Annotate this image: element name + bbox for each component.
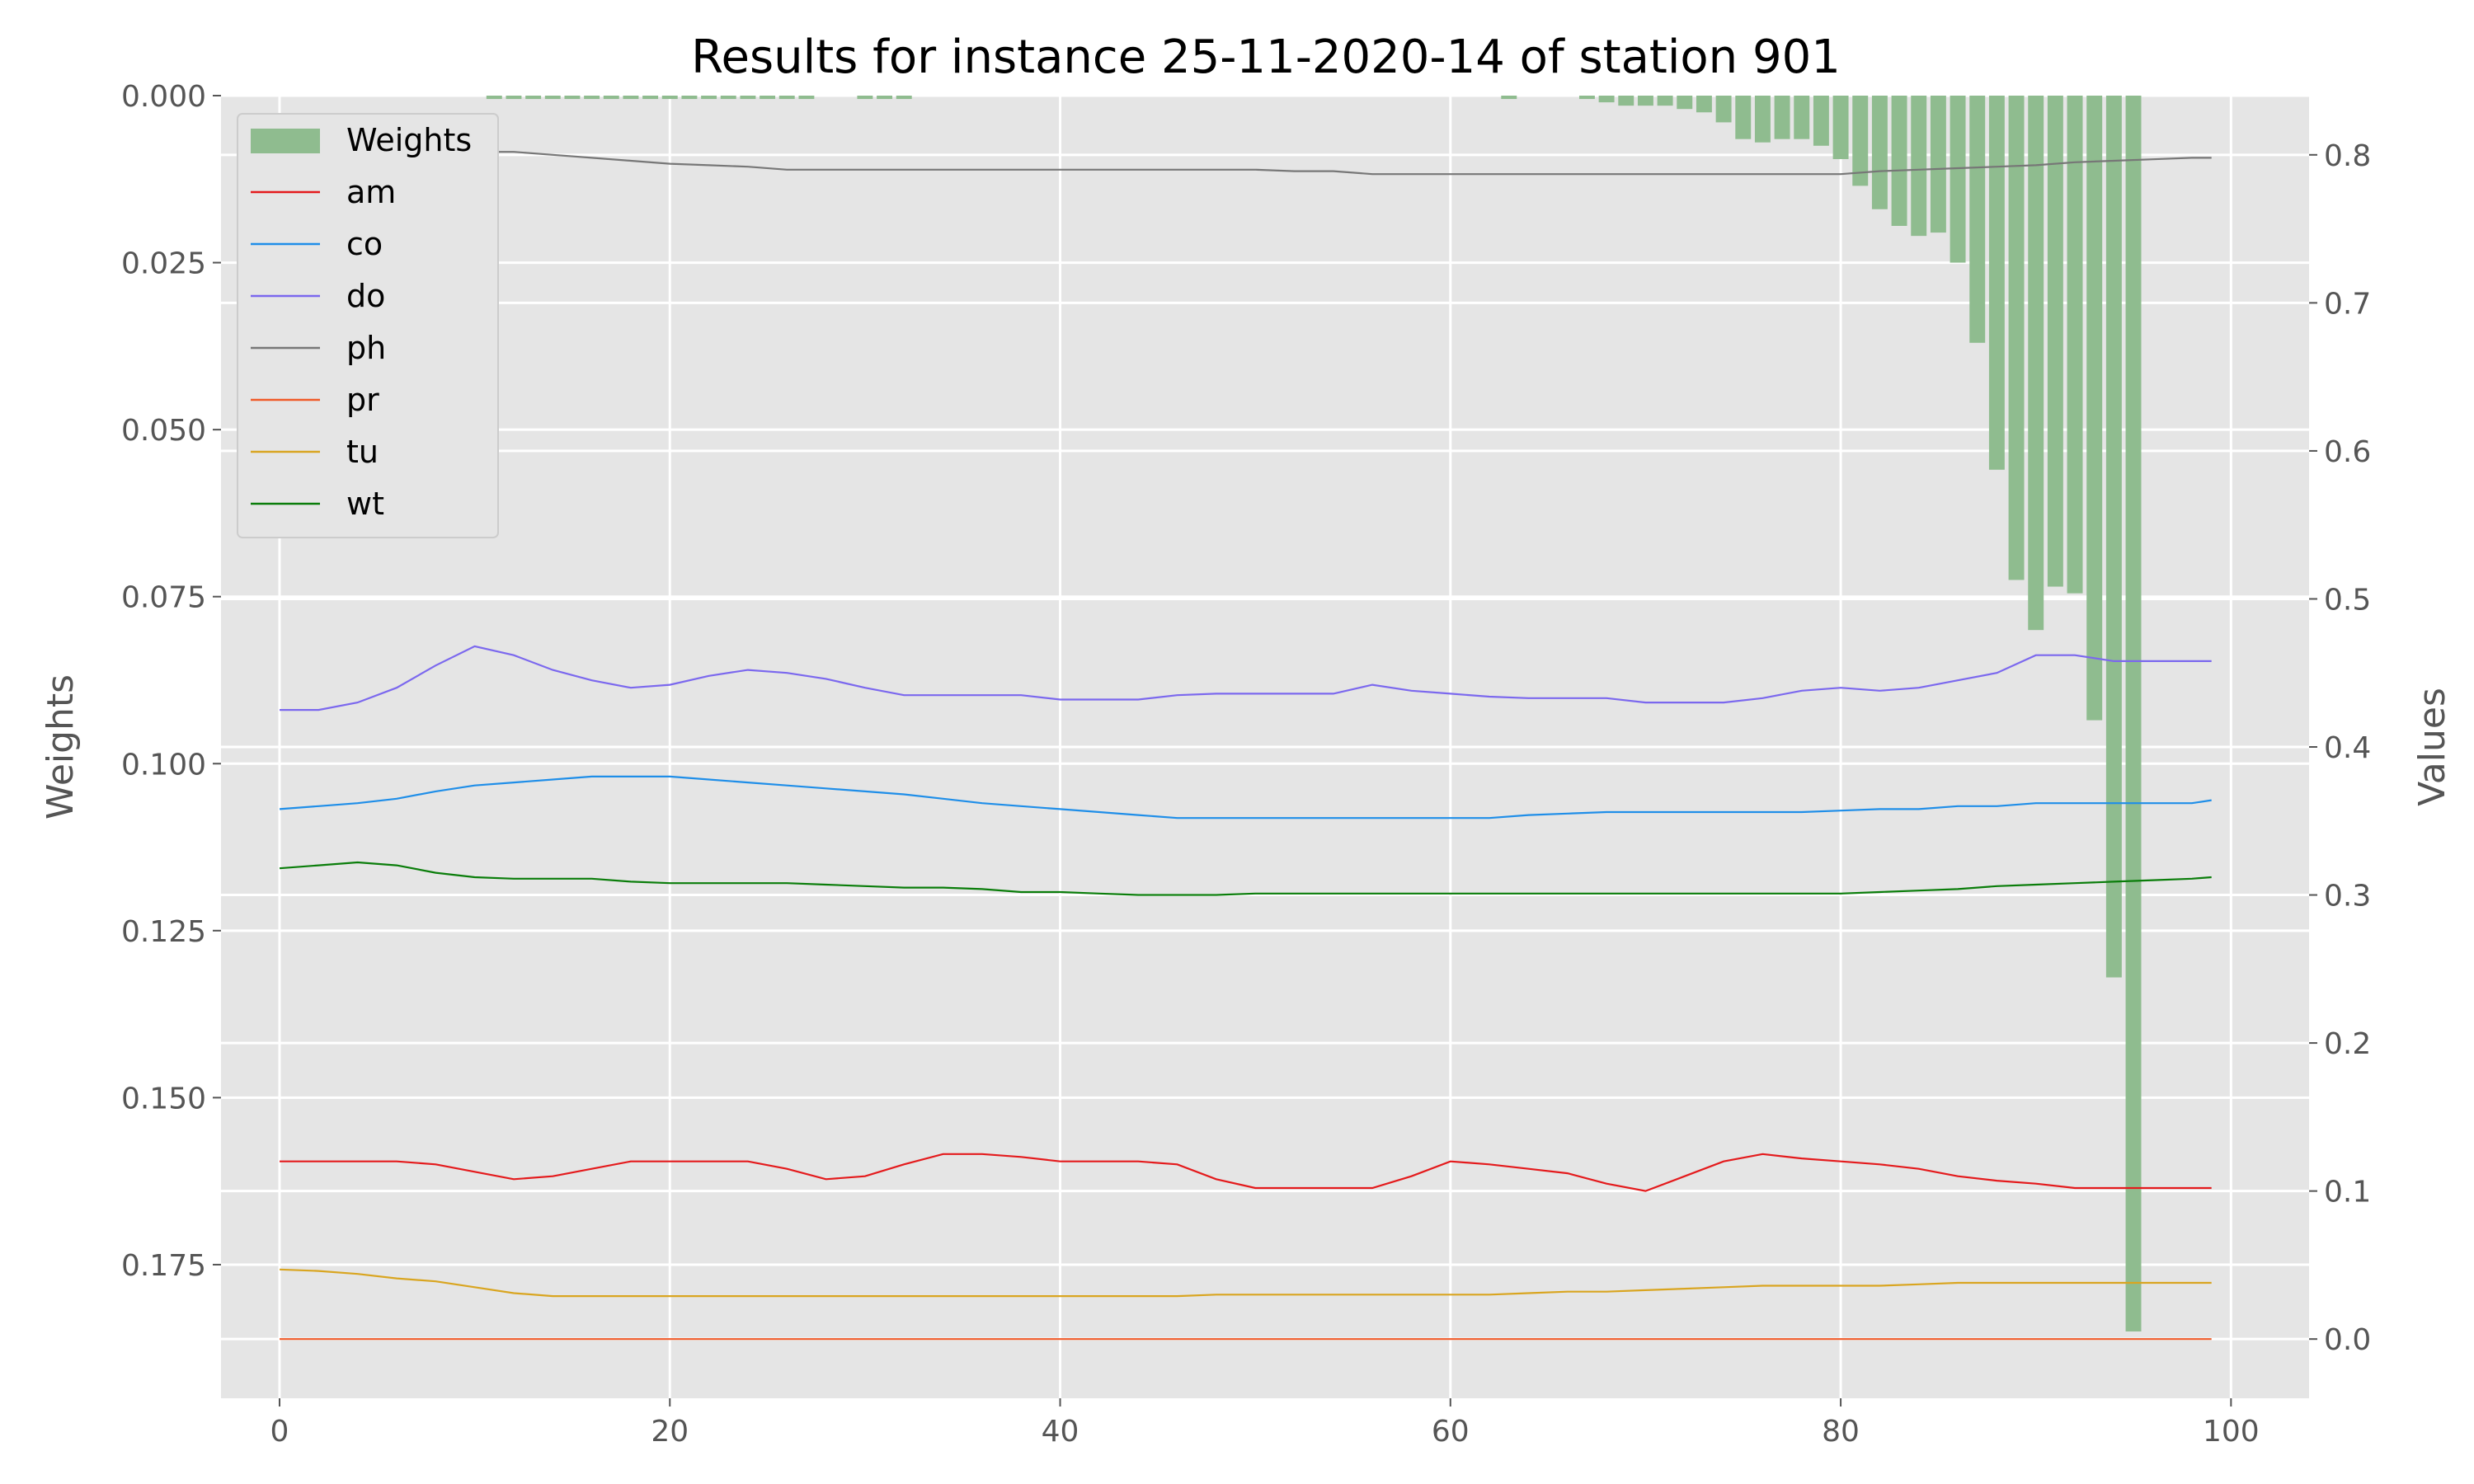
weight-bar [623, 96, 639, 100]
left-tick-label: 0.175 [121, 1249, 206, 1283]
weight-bar [525, 96, 542, 100]
weight-bar [1891, 96, 1907, 226]
left-tick-label: 0.000 [121, 80, 206, 114]
right-tick-label: 0.3 [2324, 880, 2371, 913]
weight-bar [2028, 96, 2044, 631]
x-tick-label: 0 [270, 1415, 289, 1449]
weight-bar [740, 96, 756, 100]
weight-bar [2105, 96, 2122, 978]
weight-bar [2047, 96, 2063, 587]
weight-bar [720, 96, 736, 100]
left-tick-label: 0.125 [121, 915, 206, 949]
weight-bar [603, 96, 619, 100]
weight-bar [564, 96, 581, 100]
weight-bar [877, 96, 893, 100]
weight-bar [584, 96, 600, 100]
weight-bar [1774, 96, 1790, 139]
right-tick-label: 0.5 [2324, 583, 2371, 617]
weight-bar [1930, 96, 1946, 233]
weight-bar [681, 96, 698, 100]
right-tick-label: 0.7 [2324, 287, 2371, 321]
legend-swatch-weights [251, 129, 320, 153]
x-tick-label: 60 [1432, 1415, 1470, 1449]
weight-bar [701, 96, 717, 100]
weight-bar [778, 96, 795, 100]
weight-bar [642, 96, 659, 100]
weight-bar [2008, 96, 2025, 580]
weight-bar [1871, 96, 1888, 209]
weight-bar [1696, 96, 1712, 113]
weight-bar [1735, 96, 1752, 139]
weight-bar [760, 96, 776, 100]
weight-bar [1813, 96, 1829, 146]
weight-bar [2067, 96, 2083, 594]
right-tick-label: 0.4 [2324, 731, 2371, 765]
x-tick-label: 100 [2203, 1415, 2260, 1449]
x-tick-label: 80 [1822, 1415, 1860, 1449]
weight-bar [486, 96, 502, 100]
weight-bar [661, 96, 678, 100]
left-tick-label: 0.050 [121, 414, 206, 448]
weight-bar [896, 96, 912, 100]
weight-bar [1794, 96, 1810, 139]
weight-bar [1657, 96, 1673, 106]
legend-label-pr: pr [346, 382, 379, 418]
weight-bar [1911, 96, 1927, 237]
left-tick-label: 0.025 [121, 247, 206, 281]
weight-bar [1501, 96, 1517, 100]
weight-bar [1852, 96, 1869, 186]
left-tick-label: 0.075 [121, 581, 206, 615]
weight-bar [1637, 96, 1653, 106]
right-tick-label: 0.1 [2324, 1176, 2371, 1209]
left-tick-label: 0.100 [121, 748, 206, 782]
weight-bar [1598, 96, 1615, 103]
series-line-tu [279, 1268, 2212, 1298]
legend-label-wt: wt [346, 486, 384, 522]
weight-bar [1988, 96, 2005, 470]
right-tick-label: 0.2 [2324, 1027, 2371, 1061]
weight-bar [1578, 96, 1595, 100]
x-tick-label: 40 [1042, 1415, 1079, 1449]
right-tick-label: 0.0 [2324, 1323, 2371, 1357]
weight-bar [1618, 96, 1634, 106]
legend-label-tu: tu [346, 434, 379, 470]
weight-bar [1950, 96, 1966, 263]
left-axis-title: Weights [40, 674, 82, 819]
chart-title: Results for instance 25-11-2020-14 of st… [691, 31, 1841, 84]
series-line-wt [279, 861, 2212, 896]
legend-label-ph: ph [346, 330, 386, 366]
right-tick-label: 0.6 [2324, 435, 2371, 469]
weight-bar [1832, 96, 1849, 159]
weight-bar [506, 96, 522, 100]
weight-bar [857, 96, 873, 100]
right-tick-label: 0.8 [2324, 139, 2371, 173]
legend-label-weights: Weights [346, 122, 472, 158]
weight-bar [1715, 96, 1732, 123]
series-line-ph [280, 151, 2212, 176]
weight-bar [544, 96, 561, 100]
weight-bar [798, 96, 815, 100]
legend: Weights am co do ph pr tu wt [237, 113, 499, 538]
series-line-do [280, 645, 2212, 711]
weight-bar [1754, 96, 1771, 143]
legend-items: Weights am co do ph pr tu wt [251, 122, 472, 522]
legend-label-do: do [346, 278, 385, 314]
weight-bar [2125, 96, 2142, 1331]
left-tick-label: 0.150 [121, 1082, 206, 1115]
weight-bar [2086, 96, 2103, 721]
legend-label-am: am [346, 174, 396, 210]
weight-bar [1969, 96, 1986, 343]
right-axis-title: Values [2411, 688, 2453, 806]
tick-labels: 0 20 40 60 80 100 0.000 0.025 0.050 0.075 0.100 0.1… [121, 80, 2371, 1449]
series-line-co [279, 775, 2212, 819]
legend-label-co: co [346, 226, 383, 262]
series-lines [279, 151, 2212, 1341]
legend-box [237, 113, 499, 538]
weight-bar [1677, 96, 1693, 110]
x-tick-label: 20 [651, 1415, 689, 1449]
series-line-am [280, 1153, 2212, 1192]
weights-bars [486, 96, 2142, 1331]
